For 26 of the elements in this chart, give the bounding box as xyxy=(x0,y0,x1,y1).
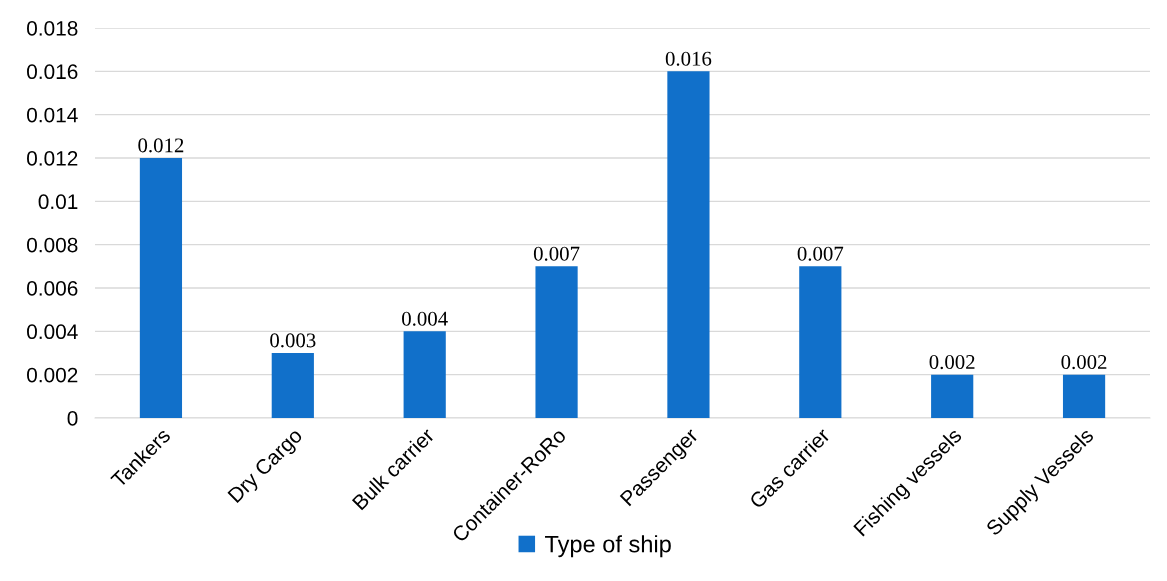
bar xyxy=(535,266,578,418)
y-tick-label: 0 xyxy=(67,411,78,426)
y-tick-label: 0.01 xyxy=(38,194,78,210)
bar xyxy=(931,374,974,418)
data-label: 0.004 xyxy=(402,311,448,326)
y-tick-label: 0.002 xyxy=(27,367,78,383)
data-label: 0.012 xyxy=(138,138,184,153)
bar xyxy=(139,158,183,418)
bar xyxy=(799,266,842,418)
data-label: 0.002 xyxy=(929,354,975,370)
y-tick-label: 0.014 xyxy=(27,107,78,123)
bar xyxy=(403,331,446,418)
y-tick-label: 0.008 xyxy=(27,237,78,253)
data-label: 0.003 xyxy=(270,333,316,348)
y-tick-label: 0.012 xyxy=(27,151,78,166)
y-tick-label: 0.006 xyxy=(27,281,78,296)
data-label: 0.007 xyxy=(797,246,844,261)
bar xyxy=(667,71,710,418)
bar xyxy=(1062,374,1106,418)
data-label: 0.007 xyxy=(533,246,580,261)
data-label: 0.002 xyxy=(1061,354,1107,370)
bar xyxy=(271,353,314,418)
y-tick-label: 0.004 xyxy=(27,324,78,340)
y-tick-label: 0.016 xyxy=(27,64,78,80)
y-tick-label: 0.018 xyxy=(27,21,78,36)
data-label: 0.016 xyxy=(665,51,712,66)
